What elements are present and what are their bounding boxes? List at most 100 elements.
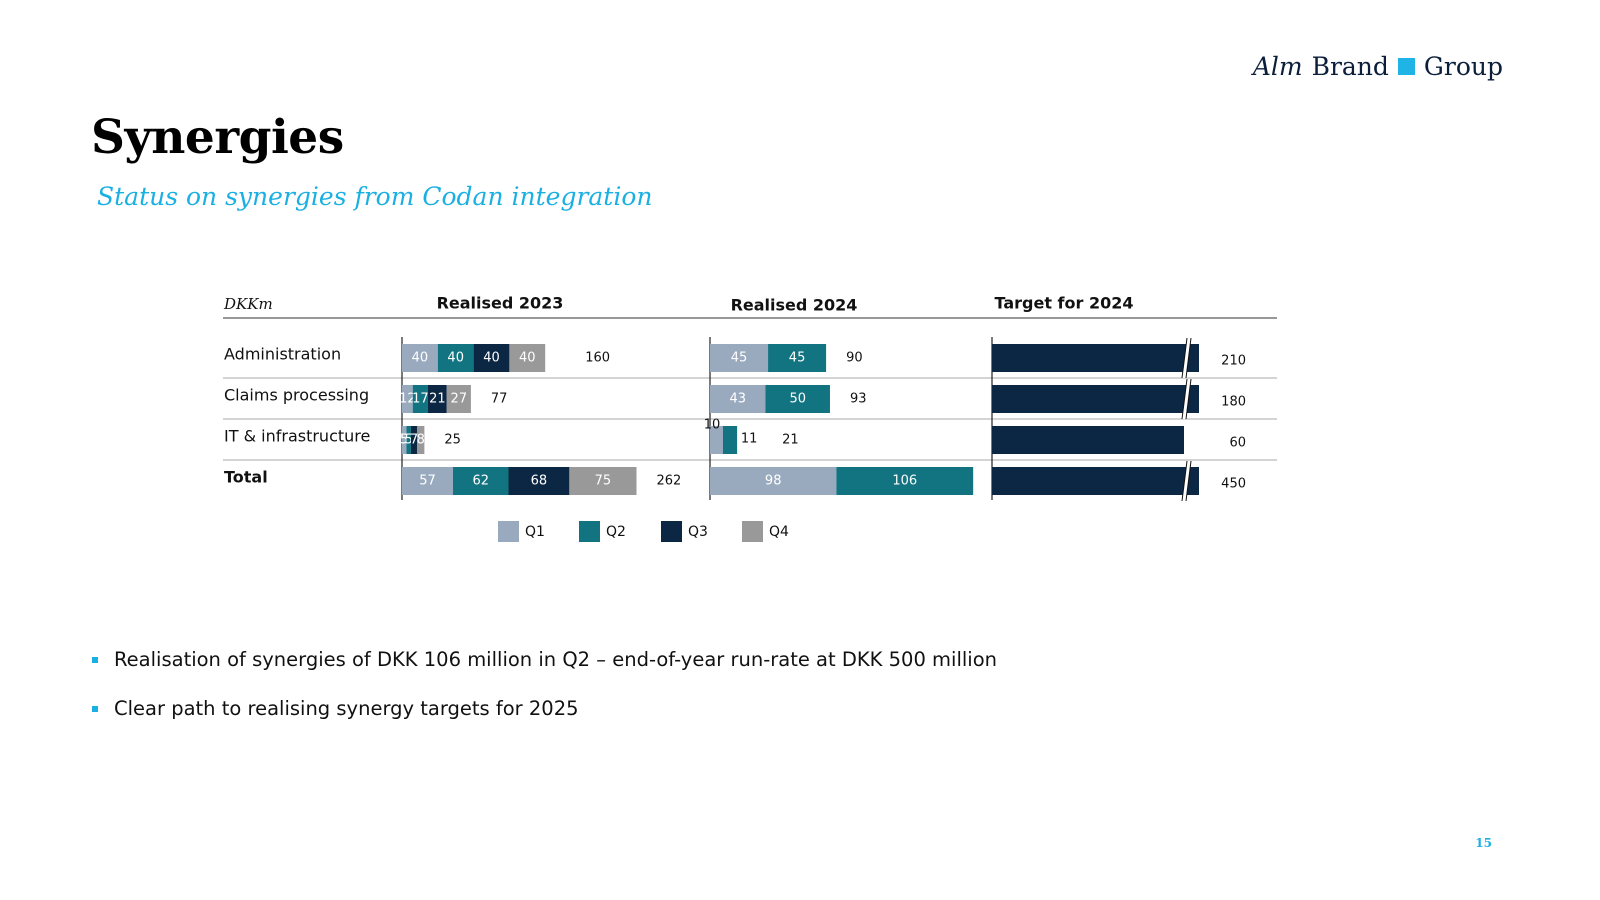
realised-2023-data-label: 57 (419, 474, 436, 489)
category-label: Total (224, 468, 268, 487)
realised-2024-bar-q1 (710, 344, 769, 372)
realised-2024-data-label: 43 (729, 392, 746, 407)
realised-2023-data-label: 5 (400, 433, 408, 448)
realised-2023-data-label: 21 (429, 392, 446, 407)
axis-break-line (1181, 337, 1188, 379)
realised-2023-bar-q2 (453, 467, 509, 495)
axis-break-gap (1182, 461, 1191, 501)
panel-title-realised-2024: Realised 2024 (731, 296, 858, 315)
realised-2023-bar-q4 (446, 385, 471, 413)
realised-2024-bar-q2 (768, 344, 827, 372)
category-label: Administration (224, 345, 341, 364)
axis-break-line (1185, 378, 1192, 420)
logo-brand: Brand (1311, 52, 1389, 81)
brand-logo: Alm Brand Group (1253, 52, 1503, 81)
realised-2024-data-label: 50 (789, 392, 806, 407)
legend-swatch-q1 (498, 521, 519, 542)
realised-2023-bar-q4 (569, 467, 637, 495)
synergies-chart: DKKm Realised 2023 Realised 2024 Target for… (223, 294, 1277, 542)
target-2024-value-label: 450 (1221, 477, 1246, 492)
realised-2023-bar-q4 (509, 344, 546, 372)
realised-2024-total-label: 21 (782, 433, 799, 448)
bullet-text: Clear path to realising synergy targets … (114, 697, 579, 720)
bullet-marker-icon (92, 705, 98, 712)
bullet-text: Realisation of synergies of DKK 106 mill… (114, 648, 998, 671)
realised-2023-data-label: 68 (531, 474, 548, 489)
realised-2024-data-label: 98 (765, 474, 782, 489)
realised-2023-data-label: 40 (412, 351, 429, 366)
legend-swatch-q2 (579, 521, 600, 542)
realised-2023-total-label: 77 (491, 392, 508, 407)
category-label: IT & infrastructure (224, 427, 370, 446)
target-2024-value-label: 180 (1221, 395, 1246, 410)
page-title: Synergies (91, 110, 344, 165)
target-2024-bar (992, 344, 1199, 372)
realised-2023-data-label: 75 (595, 474, 612, 489)
realised-2024-total-label: 93 (850, 392, 867, 407)
realised-2023-bar-q3 (427, 385, 447, 413)
realised-2023-bar-q1 (402, 385, 413, 413)
realised-2024-bar-q1 (710, 467, 837, 495)
realised-2024-bar-q2 (722, 426, 738, 454)
logo-group: Group (1423, 52, 1503, 81)
realised-2023-data-label: 62 (472, 474, 489, 489)
realised-2024-bar-q2 (765, 385, 830, 413)
category-label: Claims processing (224, 386, 369, 405)
legend-label-q3: Q3 (688, 524, 708, 540)
axis-break-line (1181, 460, 1188, 502)
page-subtitle: Status on synergies from Codan integrati… (97, 182, 653, 211)
realised-2023-bar-q3 (410, 426, 418, 454)
realised-2024-data-label: 106 (892, 474, 917, 489)
axis-break-line (1185, 460, 1192, 502)
axis-break-line (1181, 378, 1188, 420)
realised-2024-bar-q2 (836, 467, 974, 495)
unit-label: DKKm (223, 295, 273, 313)
realised-2024-data-label: 45 (789, 351, 806, 366)
realised-2023-bar-q1 (402, 467, 454, 495)
target-2024-value-label: 60 (1229, 436, 1246, 451)
panel-title-realised-2023: Realised 2023 (437, 294, 564, 313)
realised-2023-bar-q2 (437, 344, 474, 372)
realised-2023-bar-q1 (402, 344, 438, 372)
realised-2023-data-label: 5 (405, 433, 413, 448)
target-2024-bar (992, 426, 1184, 454)
realised-2023-data-label: 12 (399, 392, 416, 407)
realised-2023-total-label: 25 (444, 433, 461, 448)
realised-2023-bar-q2 (406, 426, 411, 454)
realised-2024-bar-q1 (710, 385, 766, 413)
realised-2023-total-label: 262 (656, 474, 681, 489)
realised-2023-data-label: 27 (451, 392, 468, 407)
realised-2023-data-label: 40 (519, 351, 536, 366)
legend-swatch-q4 (742, 521, 763, 542)
realised-2023-bar-q4 (417, 426, 425, 454)
logo-alm: Alm (1252, 52, 1303, 81)
realised-2023-data-label: 8 (417, 433, 425, 448)
bullet-marker-icon (92, 656, 98, 663)
realised-2023-bar-q1 (402, 426, 407, 454)
realised-2023-data-label: 7 (410, 433, 418, 448)
bullet-list: Realisation of synergies of DKK 106 mill… (92, 648, 997, 746)
realised-2023-data-label: 40 (483, 351, 500, 366)
realised-2023-bar-q3 (508, 467, 570, 495)
realised-2024-data-label: 11 (741, 432, 758, 447)
page-number: 15 (1475, 836, 1492, 850)
realised-2024-total-label: 90 (846, 351, 863, 366)
bullet-item: Clear path to realising synergy targets … (92, 697, 997, 720)
axis-break-gap (1182, 338, 1191, 378)
realised-2023-data-label: 17 (412, 392, 429, 407)
realised-2024-data-label: 10 (704, 418, 721, 433)
panel-title-target-2024: Target for 2024 (994, 294, 1133, 313)
realised-2023-bar-q2 (412, 385, 428, 413)
target-2024-bar (992, 385, 1199, 413)
legend-swatch-q3 (661, 521, 682, 542)
axis-break-line (1185, 337, 1192, 379)
legend-label-q2: Q2 (606, 524, 626, 540)
realised-2023-data-label: 40 (447, 351, 464, 366)
target-2024-value-label: 210 (1221, 354, 1246, 369)
realised-2023-total-label: 160 (585, 351, 610, 366)
realised-2024-data-label: 45 (731, 351, 748, 366)
axis-break-gap (1182, 379, 1191, 419)
realised-2024-bar-q1 (710, 426, 723, 454)
legend-label-q4: Q4 (769, 524, 789, 540)
target-2024-bar (992, 467, 1199, 495)
